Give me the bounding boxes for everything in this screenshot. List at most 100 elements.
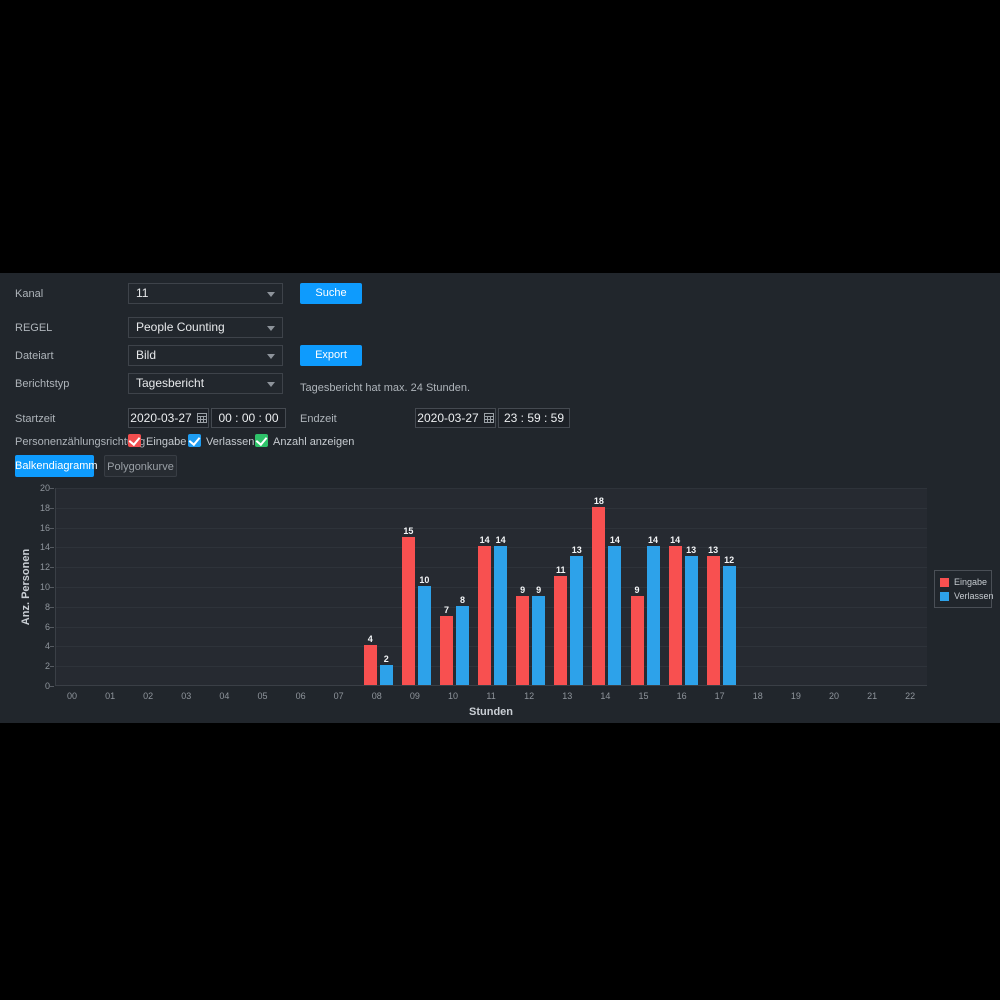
kanal-select-value: 11 [136,286,149,300]
verlassen-checkbox-label: Verlassen [206,436,255,448]
calendar-icon[interactable] [483,410,494,428]
chevron-down-icon [267,326,275,331]
anzahl-anzeigen-checkbox-label: Anzahl anzeigen [273,436,355,448]
kanal-select[interactable]: 11 [128,283,283,304]
bar-verlassen-11[interactable] [494,546,508,685]
gridline [56,527,927,529]
x-tick-label: 04 [219,691,230,701]
anzahl-anzeigen-checkbox[interactable] [255,434,268,447]
y-tick-label: 6 [44,621,50,632]
suche-button[interactable]: Suche [300,283,362,304]
y-tick-mark [50,646,54,648]
bar-value-label: 11 [556,565,566,576]
bar-value-label: 9 [634,584,640,595]
eingabe-checkbox-label: Eingabe [146,436,187,448]
x-tick-label: 02 [143,691,154,701]
verlassen-checkbox[interactable] [188,434,201,447]
x-tick-label: 00 [66,691,77,701]
berichtstyp-select[interactable]: Tagesbericht [128,373,283,394]
chevron-down-icon [267,292,275,297]
bar-eingabe-13[interactable] [554,576,568,685]
x-tick-label: 05 [257,691,268,701]
regel-select[interactable]: People Counting [128,317,283,338]
x-tick-label: 10 [447,691,458,701]
bar-eingabe-10[interactable] [440,615,453,685]
bar-verlassen-15[interactable] [646,546,660,685]
direction-label: Personenzählungsrichtung [15,436,146,448]
y-tick-mark [50,587,54,588]
bar-value-label: 9 [536,584,542,595]
start-time-input[interactable]: 00 : 00 : 00 [211,408,286,428]
bar-eingabe-08[interactable] [363,645,377,685]
x-tick-label: 14 [600,691,611,701]
bar-verlassen-17[interactable] [722,566,736,685]
bar-verlassen-16[interactable] [684,556,698,685]
bar-value-label: 13 [686,545,697,556]
people-counting-panel: Kanal REGEL Dateiart Berichtstyp Startze… [0,273,1000,723]
y-tick-mark [50,666,54,668]
berichtstyp-label: Berichtstyp [15,378,70,390]
x-tick-label: 07 [333,691,344,701]
verlassen-swatch-icon [940,591,949,601]
y-tick-label: 8 [44,601,50,612]
y-tick-label: 4 [44,641,50,652]
gridline [56,587,927,588]
bar-eingabe-14[interactable] [592,506,606,685]
y-tick-label: 0 [44,681,50,691]
gridline [56,626,927,628]
y-tick-mark [50,488,54,489]
startzeit-label: Startzeit [15,413,56,425]
y-tick-mark [50,626,54,628]
y-tick-mark [50,547,54,549]
bar-verlassen-10[interactable] [456,605,469,685]
bar-value-label: 15 [403,525,414,536]
x-tick-label: 11 [486,691,496,701]
bar-verlassen-12[interactable] [532,595,546,685]
x-tick-label: 16 [676,691,687,701]
x-tick-label: 03 [181,691,192,701]
bar-eingabe-12[interactable] [516,595,530,685]
start-date-input[interactable]: 2020-03-27 [128,408,209,428]
bar-verlassen-08[interactable] [379,665,393,685]
bar-eingabe-17[interactable] [706,556,720,685]
legend-label: Eingabe [954,577,988,587]
y-tick-label: 18 [39,502,50,513]
legend-item-eingabe: Eingabe [940,575,988,589]
bar-value-label: 2 [383,654,389,665]
bar-verlassen-14[interactable] [608,546,622,685]
bar-value-label: 4 [367,634,373,645]
x-tick-label: 12 [524,691,535,701]
legend-item-verlassen: Verlassen [940,589,994,603]
y-tick-label: 14 [39,542,50,553]
x-tick-label: 15 [638,691,649,701]
start-date-value: 2020-03-27 [130,411,192,425]
berichtstyp-select-value: Tagesbericht [136,376,205,390]
bar-verlassen-09[interactable] [417,586,431,685]
end-date-input[interactable]: 2020-03-27 [415,408,496,428]
dateiart-select[interactable]: Bild [128,345,283,366]
bar-value-label: 13 [708,545,719,556]
calendar-icon[interactable] [196,410,207,428]
chevron-down-icon [267,354,275,359]
end-time-input[interactable]: 23 : 59 : 59 [498,408,570,428]
bar-value-label: 8 [459,594,465,605]
bar-eingabe-15[interactable] [630,595,644,685]
export-button[interactable]: Export [300,345,362,366]
gridline [56,567,927,569]
chevron-down-icon [267,382,275,387]
bar-eingabe-11[interactable] [478,546,492,685]
end-date-value: 2020-03-27 [417,411,479,425]
gridline [56,547,927,549]
tab-balkendiagramm[interactable]: Balkendiagramm [15,455,98,477]
bar-value-label: 13 [571,545,582,556]
bar-verlassen-13[interactable] [570,556,584,685]
eingabe-checkbox[interactable] [128,434,141,447]
dateiart-label: Dateiart [15,350,54,362]
tab-polygonkurve[interactable]: Polygonkurve [104,455,177,477]
bar-value-label: 14 [495,535,506,546]
bar-eingabe-09[interactable] [401,536,415,685]
x-tick-label: 20 [828,691,839,701]
bar-eingabe-16[interactable] [668,546,682,685]
bar-value-label: 10 [419,575,430,585]
